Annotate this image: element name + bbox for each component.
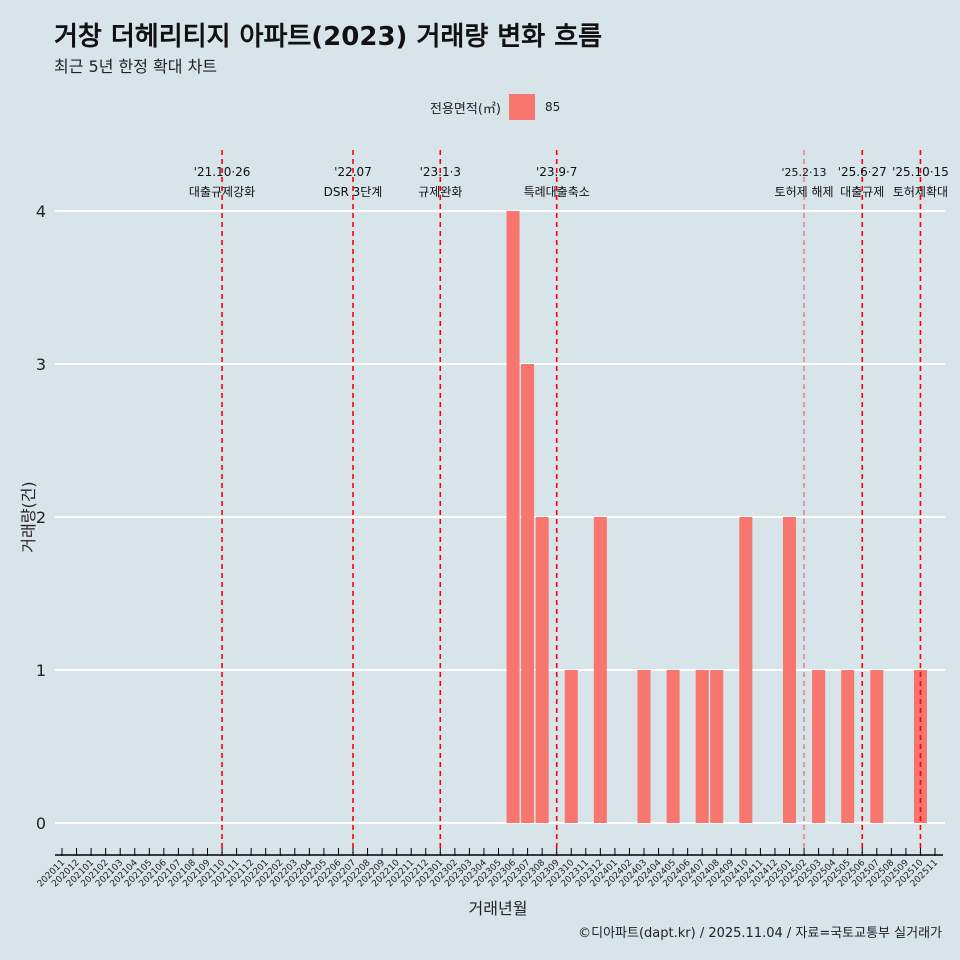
annotation-date: '22.07 <box>334 165 372 179</box>
bar <box>841 670 855 823</box>
y-tick-label: 3 <box>36 355 46 374</box>
bar <box>870 670 884 823</box>
annotation-date: '21.10·26 <box>194 165 251 179</box>
y-tick-label: 4 <box>36 202 46 221</box>
annotation-date: '25.6·27 <box>838 165 887 179</box>
annotation-date: '23.1·3 <box>420 165 461 179</box>
annotation-date: '25.2·13 <box>782 166 827 179</box>
annotation-date: '23.9·7 <box>536 165 577 179</box>
bar <box>710 670 724 823</box>
bar <box>564 670 578 823</box>
chart-subtitle: 최근 5년 한정 확대 차트 <box>54 57 218 76</box>
annotation-label: DSR 3단계 <box>324 185 383 199</box>
legend: 전용면적(㎡) 85 <box>430 94 560 120</box>
bar <box>521 364 535 823</box>
y-axis-title: 거래량(건) <box>19 481 38 552</box>
legend-label: 85 <box>544 100 561 114</box>
y-tick-label: 1 <box>36 661 46 680</box>
bar <box>535 517 549 823</box>
legend-title: 전용면적(㎡) <box>430 101 501 117</box>
annotation-label: 대출규제 <box>840 185 884 199</box>
y-tick-label: 0 <box>36 814 46 833</box>
bar <box>783 517 796 823</box>
annotation-label: 토허제확대 <box>893 185 948 199</box>
annotation-label: 규제완화 <box>418 185 462 199</box>
caption: ©디아파트(dapt.kr) / 2025.11.04 / 자료=국토교통부 실… <box>578 926 942 941</box>
bar <box>593 517 607 823</box>
bar <box>506 211 520 823</box>
bar <box>666 670 680 823</box>
annotation-date: '25.10·15 <box>892 165 949 179</box>
bar <box>812 670 826 823</box>
annotation-label: 특례대출축소 <box>524 185 590 199</box>
chart-title: 거창 더헤리티지 아파트(2023) 거래량 변화 흐름 <box>54 22 603 52</box>
legend-swatch <box>508 94 535 120</box>
bar <box>637 670 651 823</box>
bar <box>695 670 709 823</box>
bar <box>739 517 753 823</box>
y-tick-label: 2 <box>36 508 46 527</box>
x-axis-title: 거래년월 <box>469 899 528 918</box>
annotation-label: 토허제 해제 <box>775 185 834 199</box>
annotation-label: 대출규제강화 <box>189 185 255 199</box>
